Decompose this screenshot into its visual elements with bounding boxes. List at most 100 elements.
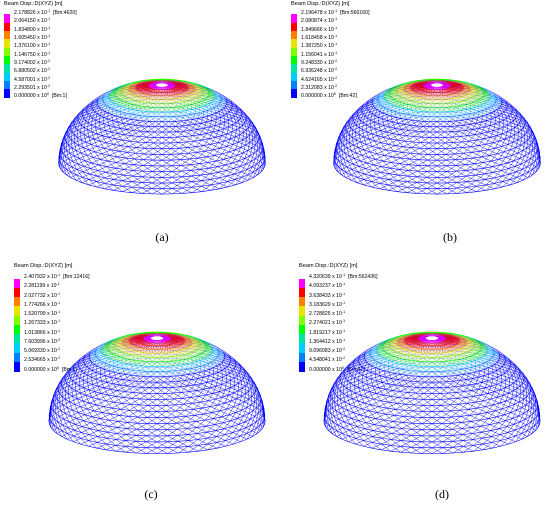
legend-tick-label: 1.849666 x 10-1: [301, 25, 338, 33]
legend-swatch: [291, 14, 297, 23]
legend-swatch: [291, 72, 297, 82]
legend-tick-label: 1.618458 x 10-1: [301, 34, 338, 41]
legend-tick-label: 3.183629 x 10-1: [309, 300, 346, 308]
legend-swatch: [14, 297, 20, 307]
panel-caption: (a): [155, 230, 169, 244]
legend-swatch: [299, 334, 305, 344]
legend-tick-label: 2.080874 x 10-1: [301, 17, 338, 25]
legend-tick-label: 7.603996 x 10-2: [24, 337, 61, 345]
legend-tick-label: 1.364412 x 10-1: [309, 337, 346, 345]
legend-tick-label: 1.146750 x 10-1: [14, 50, 51, 58]
dome-mesh-plot: [333, 78, 541, 195]
panel-c: Beam Disp.:D(XYZ) [m] 2.407932 x 10-1 [Bm…: [0, 262, 275, 509]
legend-tick-label: 9.174002 x 10-2: [14, 59, 51, 66]
dome-mesh-plot: [48, 331, 266, 454]
legend-swatch: [4, 22, 10, 32]
legend-swatch: [4, 55, 10, 65]
legend-tick-label: 4.587001 x 10-2: [14, 75, 51, 83]
legend-swatch: [291, 47, 297, 57]
legend-swatch: [291, 80, 297, 90]
legend-tick-label: 3.638433 x 10-1: [309, 291, 346, 299]
legend-swatch: [4, 39, 10, 48]
legend-swatch: [4, 64, 10, 73]
legend: 2.407932 x 10-1 [Bm:12416] 2.281199 x 10-1…: [14, 273, 164, 374]
legend-swatch: [14, 334, 20, 344]
mesh-lines: [333, 78, 541, 195]
panel-d: Beam Disp.:D(XYZ) [m] 4.320639 x 10-1 [Bm…: [275, 262, 550, 509]
legend-swatch: [4, 30, 10, 40]
legend-tick-label: 2.281199 x 10-1: [24, 282, 60, 290]
legend-tick-label: 1.013866 x 10-1: [24, 328, 61, 336]
legend-swatch: [299, 297, 305, 307]
legend-title: Beam Disp.:D(XYZ) [m]: [4, 1, 63, 7]
legend-tick-label: 4.093237 x 10-1: [309, 282, 346, 290]
legend-swatch: [14, 324, 20, 335]
legend-swatch: [4, 89, 10, 98]
legend-swatch: [14, 343, 20, 353]
crown-opening: [156, 83, 168, 87]
crown-opening: [150, 336, 164, 340]
legend-swatch: [14, 306, 20, 316]
legend-tick-label: 5.069330 x 10-2: [24, 347, 61, 355]
legend-tick-label: 6.936248 x 10-2: [301, 67, 338, 75]
legend-tick-label: 4.624165 x 10-2: [301, 75, 338, 83]
legend-swatch: [14, 278, 20, 289]
legend-tick-label: 6.880502 x 10-2: [14, 67, 51, 75]
legend-tick-label: 1.774266 x 10-1: [24, 300, 61, 308]
legend-tick-label: 2.274021 x 10-1: [309, 319, 346, 327]
panel-b: Beam Disp.:D(XYZ) [m] 2.196478 x 10-1 [Bm…: [275, 0, 550, 254]
crown-opening: [431, 83, 443, 87]
legend-tick-label: 1.267333 x 10-1: [24, 319, 61, 327]
legend-tick-label: 2.407932 x 10-1 [Bm:12416]: [24, 273, 90, 280]
legend-tick-label: 1.834800 x 10-1: [14, 25, 51, 33]
legend-swatch: [291, 55, 297, 65]
legend-swatch: [14, 287, 20, 298]
legend-title: Beam Disp.:D(XYZ) [m]: [299, 263, 358, 269]
legend-title: Beam Disp.:D(XYZ) [m]: [14, 263, 73, 269]
legend-swatch: [299, 306, 305, 316]
legend-swatch: [14, 315, 20, 326]
legend-swatch: [4, 80, 10, 90]
legend-swatch: [291, 30, 297, 40]
legend-swatch: [299, 278, 305, 289]
mesh-lines: [58, 78, 266, 195]
legend-tick-label: 4.320639 x 10-1 [Bm:562436]: [309, 273, 378, 280]
legend-tick-label: 1.520799 x 10-1: [24, 310, 61, 318]
legend: 4.320639 x 10-1 [Bm:562436] 4.093237 x 10-…: [299, 273, 449, 374]
legend-swatch: [299, 315, 305, 326]
legend-swatch: [14, 352, 20, 363]
legend-tick-label: 2.534665 x 10-2: [24, 356, 61, 364]
legend-swatch: [299, 287, 305, 298]
legend-swatch: [4, 72, 10, 82]
legend-tick-label: 2.196478 x 10-1 [Bm:560160]: [301, 9, 370, 16]
legend-tick-label: 2.027732 x 10-1: [24, 291, 61, 299]
legend-swatch: [14, 361, 20, 372]
legend-swatch: [299, 352, 305, 363]
panel-a: Beam Disp.:D(XYZ) [m] 2.178826 x 10-1 [Bm…: [0, 0, 275, 254]
legend-tick-label: 2.728825 x 10-1: [309, 310, 346, 318]
legend-tick-label: 0.000000 x 100[Bm:1]: [14, 92, 67, 100]
legend-tick-label: 2.178826 x 10-1 [Bm:4620]: [14, 9, 77, 16]
legend-swatch: [299, 361, 305, 372]
panel-caption: (c): [144, 487, 158, 501]
legend-tick-label: 1.376100 x 10-1: [14, 42, 51, 50]
panel-caption: (d): [435, 487, 449, 501]
legend: 2.178826 x 10-1 [Bm:4620] 2.064150 x 10-1 1…: [4, 9, 154, 100]
legend-tick-label: 2.064150 x 10-1: [14, 17, 51, 25]
legend-swatch: [291, 22, 297, 32]
legend-swatch: [299, 343, 305, 353]
legend-tick-label: 1.387250 x 10-1: [301, 42, 338, 50]
legend-swatch: [291, 39, 297, 48]
legend-tick-label: 2.312083 x 10-2: [301, 84, 338, 91]
legend-tick-label: 2.293501 x 10-2: [14, 84, 51, 91]
legend-tick-label: 1.156041 x 10-1: [301, 50, 338, 58]
legend-swatch: [4, 47, 10, 57]
dome-mesh-plot: [323, 331, 541, 454]
dome-mesh-plot: [58, 78, 266, 195]
panel-caption: (b): [443, 230, 457, 244]
legend-tick-label: 1.605450 x 10-1: [14, 34, 51, 41]
legend-tick-label: 0.000000 x 100[Bm:42]: [301, 92, 357, 100]
legend-tick-label: 4.548041 x 10-2: [309, 356, 346, 364]
legend-swatch: [299, 324, 305, 335]
legend-title: Beam Disp.:D(XYZ) [m]: [291, 1, 350, 7]
